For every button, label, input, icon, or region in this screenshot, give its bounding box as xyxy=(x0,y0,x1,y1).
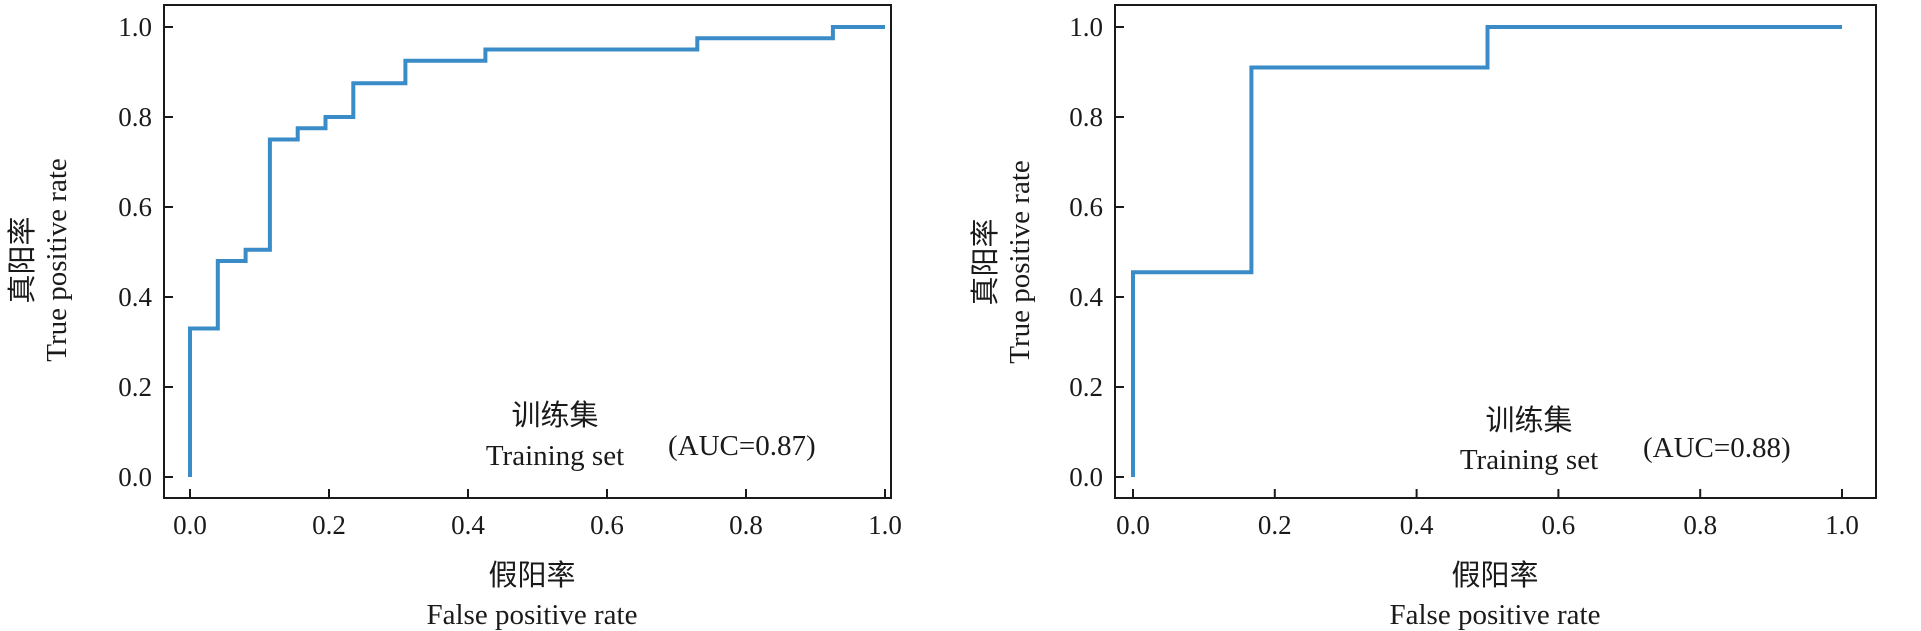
y-ticks: 0.0 0.2 0.4 0.6 0.8 1.0 xyxy=(1069,12,1124,492)
x-tick-label: 0.8 xyxy=(1683,510,1717,540)
x-axis-title-en: False positive rate xyxy=(1389,599,1600,631)
roc-chart-right: 0.0 0.2 0.4 0.6 0.8 1.0 0.0 0.2 0.4 0.6 0.8 1.0 训练… xyxy=(961,0,1921,631)
y-tick-label: 0.2 xyxy=(1069,372,1103,402)
annotation-auc: (AUC=0.87) xyxy=(668,430,816,462)
y-tick-label: 0.0 xyxy=(118,462,152,492)
y-tick-label: 0.4 xyxy=(1069,282,1103,312)
roc-chart-left: 0.0 0.2 0.4 0.6 0.8 1.0 0.0 0.2 0.4 0.6 0.8 1.0 训练… xyxy=(0,0,960,631)
annotation-cn: 训练集 xyxy=(511,399,598,432)
y-tick-label: 0.8 xyxy=(1069,102,1103,132)
y-ticks: 0.0 0.2 0.4 0.6 0.8 1.0 xyxy=(118,12,173,492)
y-tick-label: 1.0 xyxy=(1069,12,1103,42)
roc-chart-left-svg: 0.0 0.2 0.4 0.6 0.8 1.0 0.0 0.2 0.4 0.6 0.8 1.0 训练… xyxy=(6,4,902,631)
x-tick-label: 1.0 xyxy=(1825,510,1859,540)
y-tick-label: 0.6 xyxy=(1069,192,1103,222)
x-tick-label: 1.0 xyxy=(868,510,902,540)
y-axis-title-en: True positive rate xyxy=(1004,160,1036,364)
y-tick-label: 0.2 xyxy=(118,372,152,402)
x-tick-label: 0.0 xyxy=(1116,510,1150,540)
x-axis-title-cn: 假阳率 xyxy=(1451,559,1538,592)
y-axis-title-cn: 真阳率 xyxy=(969,218,1002,305)
y-tick-label: 1.0 xyxy=(118,12,152,42)
plot-frame xyxy=(163,4,892,499)
x-ticks: 0.0 0.2 0.4 0.6 0.8 1.0 xyxy=(1116,489,1859,540)
x-ticks: 0.0 0.2 0.4 0.6 0.8 1.0 xyxy=(173,489,902,540)
x-tick-label: 0.6 xyxy=(1542,510,1576,540)
annotation-en: Training set xyxy=(486,440,624,472)
roc-curve xyxy=(1131,25,1842,477)
x-axis-title-cn: 假阳率 xyxy=(488,559,575,592)
x-tick-label: 0.2 xyxy=(1258,510,1292,540)
y-tick-label: 0.6 xyxy=(118,192,152,222)
x-tick-label: 0.4 xyxy=(1400,510,1434,540)
roc-curve xyxy=(188,25,885,477)
annotation-cn: 训练集 xyxy=(1485,404,1572,437)
y-tick-label: 0.0 xyxy=(1069,462,1103,492)
annotation-en: Training set xyxy=(1460,444,1598,476)
y-tick-label: 0.4 xyxy=(118,282,152,312)
plot-frame xyxy=(1114,4,1877,499)
x-tick-label: 0.6 xyxy=(590,510,624,540)
x-axis-title-en: False positive rate xyxy=(426,599,637,631)
y-axis-title-en: True positive rate xyxy=(41,158,73,362)
x-tick-label: 0.0 xyxy=(173,510,207,540)
roc-chart-right-svg: 0.0 0.2 0.4 0.6 0.8 1.0 0.0 0.2 0.4 0.6 0.8 1.0 训练… xyxy=(969,4,1877,631)
annotation-auc: (AUC=0.88) xyxy=(1643,432,1791,464)
y-tick-label: 0.8 xyxy=(118,102,152,132)
x-tick-label: 0.8 xyxy=(729,510,763,540)
x-tick-label: 0.4 xyxy=(451,510,485,540)
y-axis-title-cn: 真阳率 xyxy=(6,216,39,303)
x-tick-label: 0.2 xyxy=(312,510,346,540)
